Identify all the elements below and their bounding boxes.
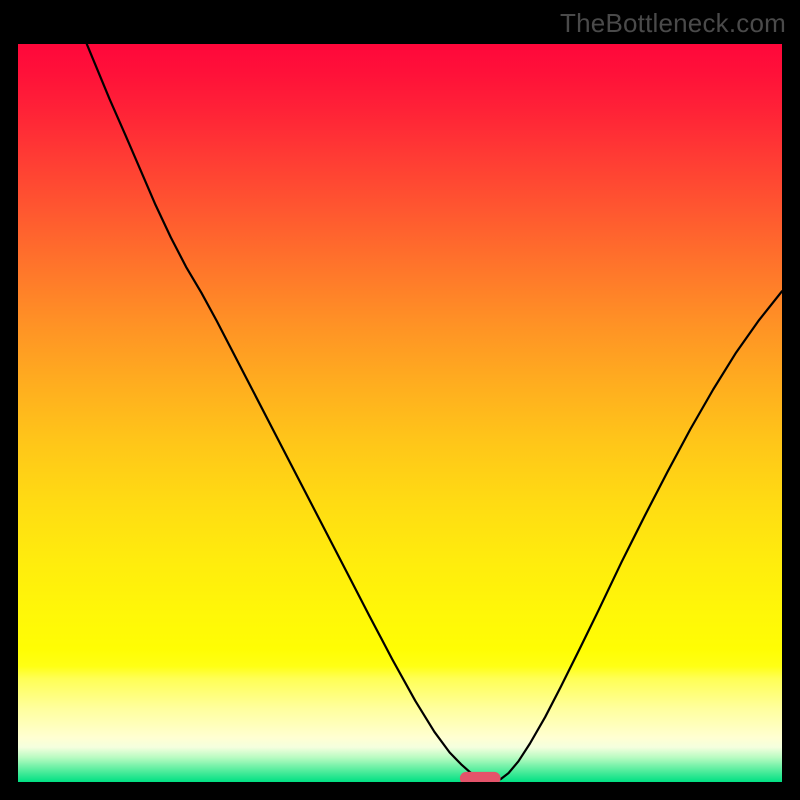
- attribution-label: TheBottleneck.com: [560, 8, 786, 39]
- chart-container: TheBottleneck.com: [0, 0, 800, 800]
- plot-overlay-svg: [18, 44, 782, 782]
- optimal-marker: [460, 772, 500, 782]
- plot-area: [18, 44, 782, 782]
- bottleneck-curve: [87, 44, 782, 781]
